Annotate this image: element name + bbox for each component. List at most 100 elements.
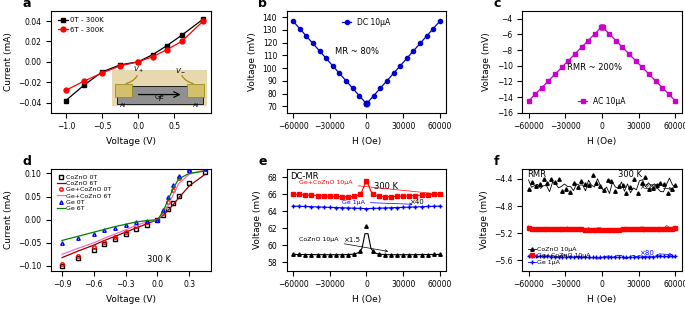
Ge+CoZnO 0T: [153, 218, 162, 221]
Text: MR ~ 80%: MR ~ 80%: [335, 47, 379, 56]
Y-axis label: Voltage (mV): Voltage (mV): [479, 190, 488, 249]
CoZnO 6T: [142, 222, 151, 226]
CoZnO 0T: [111, 237, 119, 241]
CoZnO 6T: [58, 256, 66, 259]
Ge 0T: [201, 167, 210, 171]
Text: CoZnO 10μA: CoZnO 10μA: [299, 237, 388, 252]
CoZnO 6T: [169, 202, 177, 206]
Text: 300 K: 300 K: [375, 182, 399, 191]
CoZnO 0T: [153, 218, 162, 221]
Ge+CoZnO 6T: [100, 236, 108, 240]
Ge 0T: [100, 229, 108, 232]
0T - 300K: [163, 44, 171, 47]
CoZnO 6T: [159, 214, 167, 217]
Y-axis label: Voltage (mV): Voltage (mV): [248, 32, 257, 91]
6T - 300K: [199, 19, 208, 23]
Ge 0T: [132, 220, 140, 224]
Ge+CoZnO 6T: [159, 212, 167, 216]
Text: Ge 1μA: Ge 1μA: [342, 200, 412, 205]
6T - 300K: [98, 71, 106, 75]
Ge+CoZnO 6T: [90, 241, 98, 245]
Ge+CoZnO 0T: [74, 254, 82, 258]
Ge 6T: [142, 219, 151, 222]
X-axis label: H (Oe): H (Oe): [352, 137, 381, 146]
Text: Ge+CoZnO 10μA: Ge+CoZnO 10μA: [299, 180, 436, 195]
Ge+CoZnO 6T: [142, 220, 151, 224]
6T - 300K: [62, 88, 70, 92]
Ge+CoZnO 6T: [175, 182, 183, 185]
Ge 6T: [169, 186, 177, 190]
Text: ×200: ×200: [638, 184, 672, 190]
Legend: CoZnO 10μA, Ge+CoZnO 10μA, Ge 1μA: CoZnO 10μA, Ge+CoZnO 10μA, Ge 1μA: [525, 244, 593, 267]
CoZnO 6T: [164, 209, 172, 212]
Text: 300 K: 300 K: [618, 170, 642, 179]
Ge 6T: [111, 225, 119, 229]
Ge+CoZnO 0T: [142, 220, 151, 224]
CoZnO 6T: [74, 249, 82, 253]
Ge 0T: [159, 209, 167, 212]
Line: CoZnO 0T: CoZnO 0T: [60, 170, 207, 268]
Ge 6T: [58, 239, 66, 242]
Ge 6T: [153, 218, 162, 221]
CoZnO 0T: [169, 201, 177, 205]
Legend: 0T - 300K, 6T - 300K: 0T - 300K, 6T - 300K: [55, 14, 107, 35]
Line: Ge+CoZnO 0T: Ge+CoZnO 0T: [60, 167, 207, 265]
Ge+CoZnO 0T: [169, 188, 177, 192]
CoZnO 0T: [142, 223, 151, 227]
X-axis label: Voltage (V): Voltage (V): [106, 137, 156, 146]
Text: DC-MR: DC-MR: [290, 172, 319, 181]
Ge+CoZnO 6T: [121, 228, 129, 232]
Ge+CoZnO 0T: [185, 169, 193, 173]
6T - 300K: [134, 60, 142, 64]
Ge 6T: [90, 230, 98, 234]
Legend: DC 10μA: DC 10μA: [339, 15, 394, 30]
CoZnO 6T: [201, 172, 210, 176]
Ge 6T: [159, 210, 167, 214]
Line: 6T - 300K: 6T - 300K: [64, 19, 206, 93]
Ge 0T: [121, 223, 129, 227]
Text: 300 K: 300 K: [147, 255, 171, 264]
Y-axis label: Voltage (mV): Voltage (mV): [482, 32, 491, 91]
CoZnO 6T: [121, 230, 129, 234]
Ge 6T: [100, 228, 108, 231]
Ge 0T: [142, 219, 151, 222]
0T - 300K: [116, 63, 124, 67]
Ge 0T: [90, 232, 98, 235]
Text: c: c: [494, 0, 501, 10]
Ge+CoZnO 6T: [111, 232, 119, 236]
CoZnO 0T: [100, 242, 108, 246]
0T - 300K: [134, 60, 142, 64]
Ge 0T: [58, 241, 66, 245]
Ge+CoZnO 0T: [90, 246, 98, 249]
Ge 6T: [132, 220, 140, 224]
CoZnO 6T: [132, 226, 140, 230]
Ge+CoZnO 0T: [201, 167, 210, 171]
0T - 300K: [80, 83, 88, 87]
Ge+CoZnO 0T: [121, 230, 129, 234]
Text: a: a: [23, 0, 32, 10]
X-axis label: H (Oe): H (Oe): [587, 295, 616, 304]
0T - 300K: [177, 34, 186, 37]
Ge+CoZnO 6T: [153, 218, 162, 221]
Ge 0T: [74, 236, 82, 240]
6T - 300K: [149, 55, 157, 58]
CoZnO 6T: [100, 239, 108, 242]
Ge+CoZnO 6T: [132, 223, 140, 227]
6T - 300K: [80, 79, 88, 83]
Ge+CoZnO 6T: [169, 192, 177, 196]
Line: Ge 6T: Ge 6T: [62, 171, 206, 240]
CoZnO 0T: [58, 264, 66, 268]
Ge+CoZnO 6T: [185, 172, 193, 176]
Ge+CoZnO 0T: [164, 200, 172, 204]
0T - 300K: [199, 17, 208, 21]
Ge+CoZnO 6T: [201, 168, 210, 172]
Text: d: d: [23, 155, 32, 168]
CoZnO 0T: [185, 181, 193, 184]
Ge 0T: [111, 226, 119, 230]
Line: Ge+CoZnO 6T: Ge+CoZnO 6T: [62, 170, 206, 254]
Line: Ge 0T: Ge 0T: [60, 167, 207, 244]
Text: RMR ~ 200%: RMR ~ 200%: [567, 63, 622, 72]
CoZnO 6T: [175, 196, 183, 200]
Line: CoZnO 6T: CoZnO 6T: [62, 174, 206, 258]
Text: ×1.5: ×1.5: [342, 237, 360, 243]
